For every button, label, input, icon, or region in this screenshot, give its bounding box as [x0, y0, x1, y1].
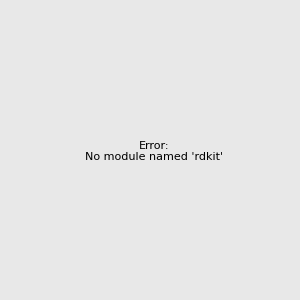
Text: Error:
No module named 'rdkit': Error: No module named 'rdkit': [85, 141, 223, 162]
